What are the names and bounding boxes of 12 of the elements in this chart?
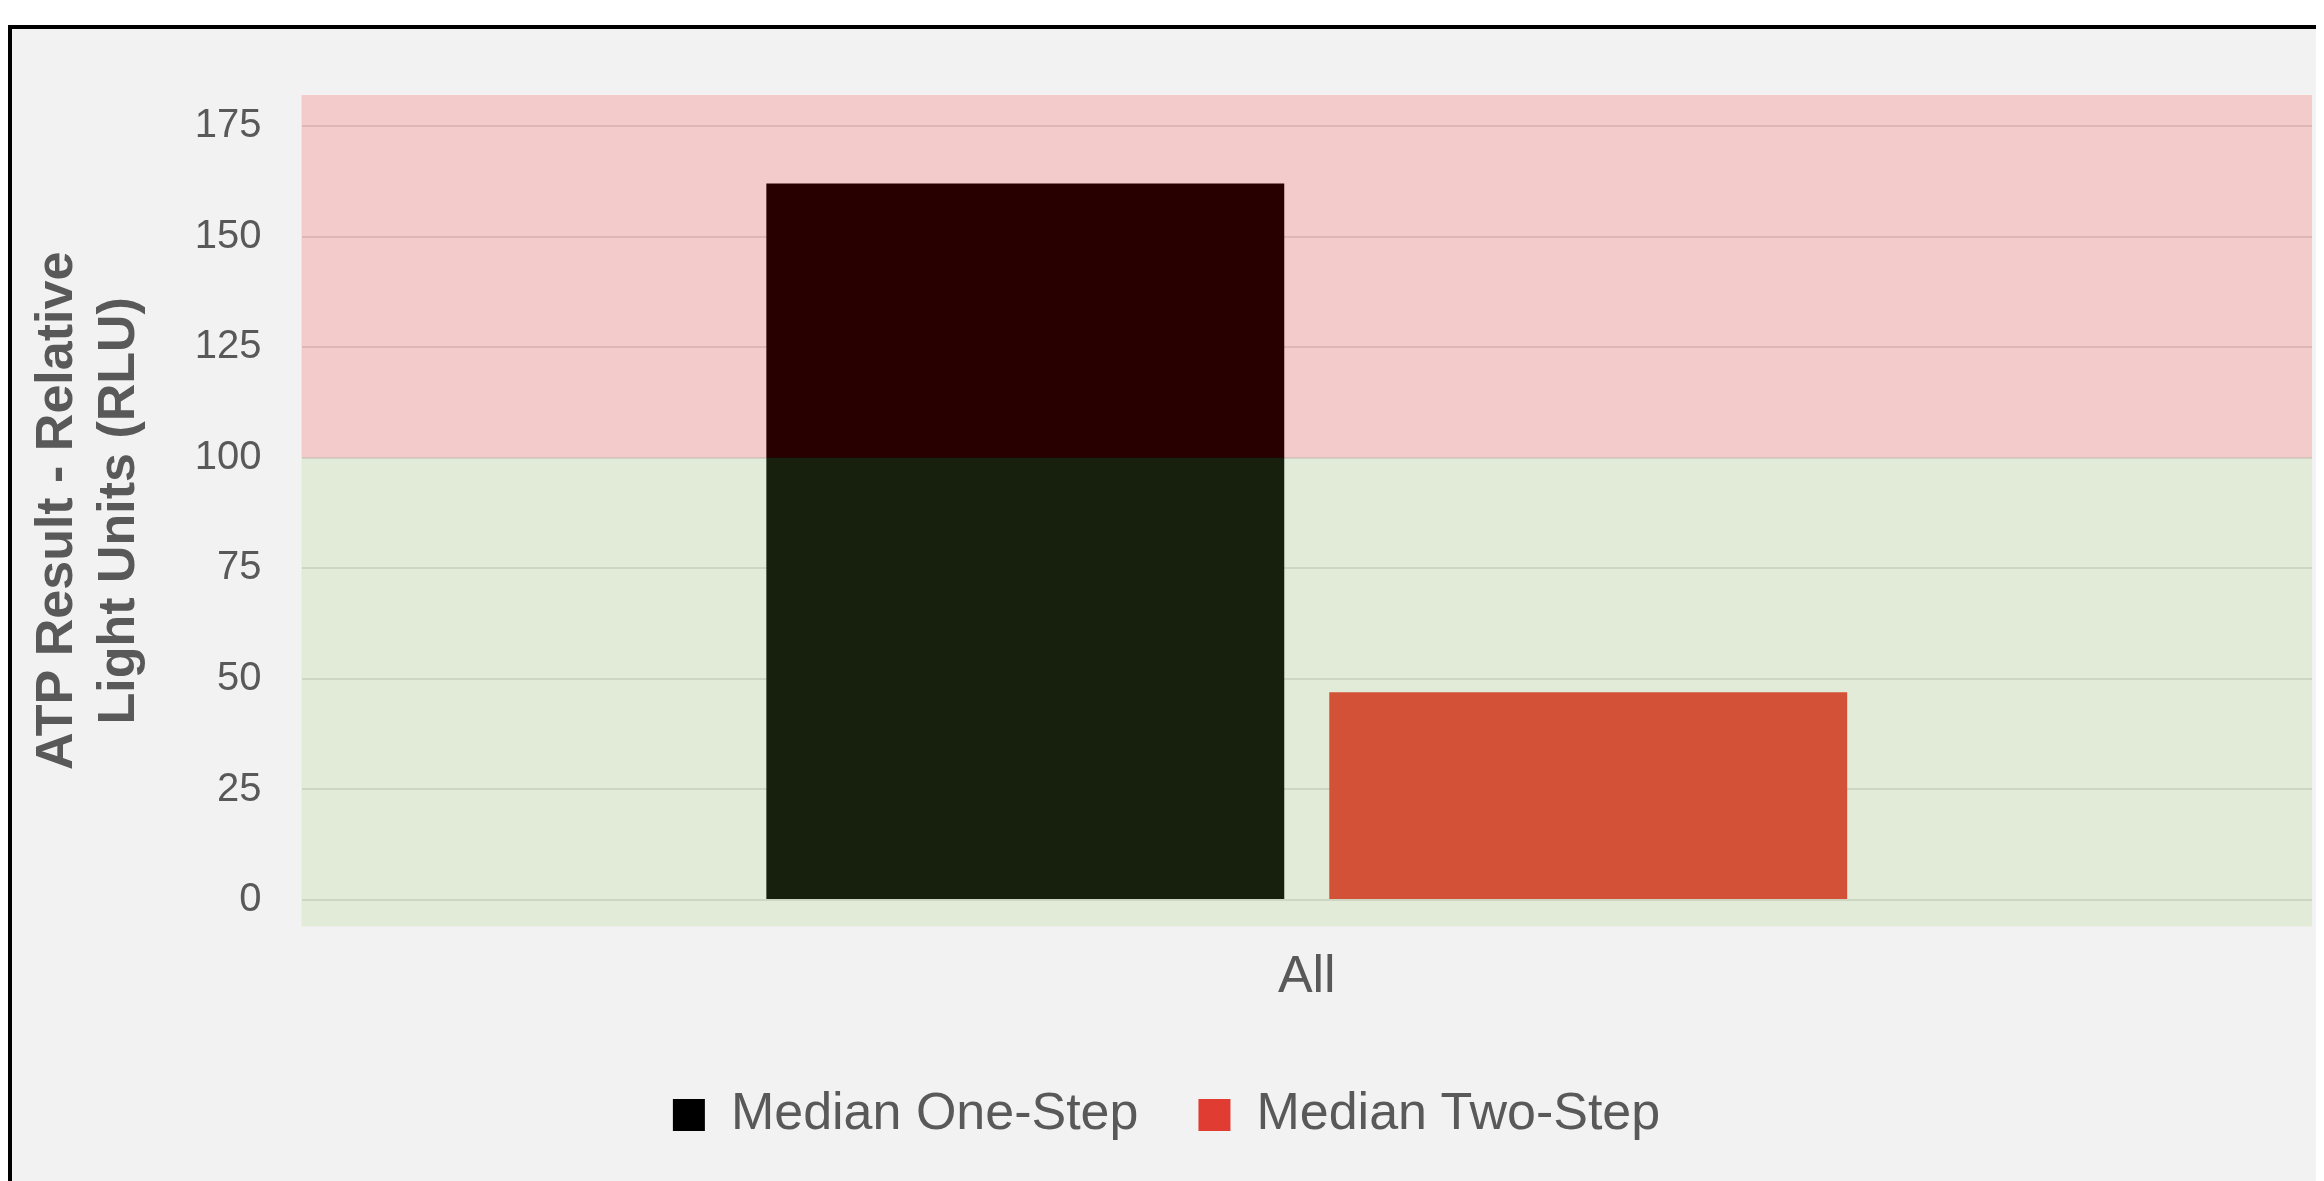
- y-tick-label: 25: [217, 764, 262, 809]
- y-tick-label: 125: [194, 322, 262, 367]
- y-tick-label: 150: [194, 211, 262, 256]
- y-tick-label: 75: [217, 543, 262, 588]
- y-axis-title: ATP Result - Relative Light Units (RLU): [24, 251, 145, 770]
- legend-label: Median Two-Step: [1256, 1082, 1661, 1141]
- x-tick-label: All: [1277, 945, 1336, 1004]
- y-tick-label: 0: [239, 875, 262, 920]
- y-tick-label: 50: [217, 653, 262, 698]
- y-tick-label: 100: [194, 432, 262, 477]
- y-tick-label: 175: [194, 101, 262, 145]
- legend-label: Median One-Step: [730, 1082, 1139, 1141]
